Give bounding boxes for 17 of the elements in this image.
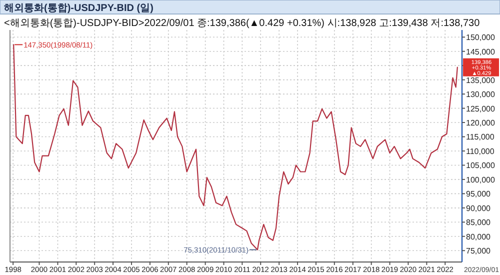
y-tick-label: 150,000 <box>466 33 496 42</box>
y-tick-label: 115,000 <box>466 132 495 142</box>
y-tick-label: 90,000 <box>466 204 492 213</box>
y-tick-label: 120,000 <box>466 118 496 128</box>
y-tick-label: 105,000 <box>466 161 496 170</box>
title: 해외통화(통합)-USDJPY-BID (일) <box>4 3 154 14</box>
y-tick-label: 145,000 <box>466 47 496 56</box>
y-tick-label: 85,000 <box>466 218 492 228</box>
y-tick-label: 95,000 <box>466 190 492 199</box>
subtitle: <해외통화(통합)-USDJPY-BID>2022/09/01 종:139,386(▲0.429 +0.31%) 시:138,928 고:139,438 저:138,730 <box>4 18 480 29</box>
y-tick-label: 100,000 <box>466 175 496 184</box>
y-tick-label: 75,000 <box>466 246 492 256</box>
y-tick-label: 130,000 <box>466 90 496 100</box>
y-tick-label: 135,000 <box>466 76 496 85</box>
y-tick-label: 110,000 <box>466 146 495 156</box>
y-tick-label: 125,000 <box>466 104 496 114</box>
y-tick-label: 80,000 <box>466 232 492 242</box>
